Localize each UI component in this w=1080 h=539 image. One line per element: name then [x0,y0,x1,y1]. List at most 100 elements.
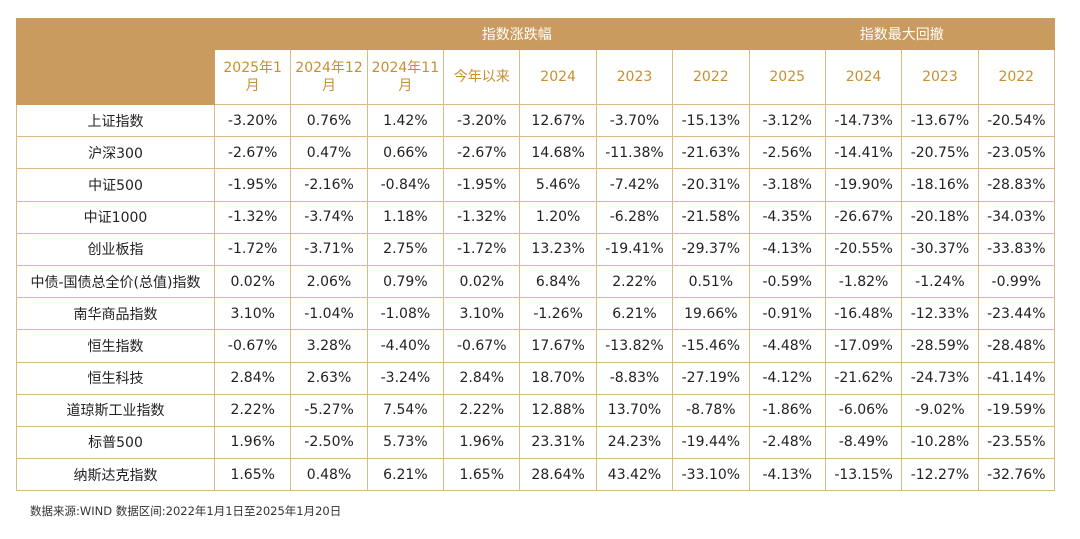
table-cell: -4.40% [366,329,445,363]
column-header: 2024年12月 [290,49,368,105]
table-cell: 3.10% [213,297,292,331]
table-cell: -3.71% [290,232,368,266]
table-cell: 19.66% [672,297,750,331]
table-cell: -1.82% [824,264,903,299]
table-cell: -8.49% [824,425,903,460]
table-cell: 5.73% [366,425,445,460]
table-cell: -1.86% [748,393,826,427]
table-body: 上证指数 -3.20% 0.76% 1.42% -3.20% 12.67% -3… [16,103,1055,492]
column-header: 2024 [824,49,903,105]
table-row: 纳斯达克指数 1.65% 0.48% 6.21% 1.65% 28.64% 43… [16,458,1055,492]
table-cell: -23.05% [977,136,1055,170]
table-cell: -3.18% [748,168,826,202]
table-cell: 12.88% [519,393,597,427]
column-header: 2022 [672,49,750,105]
table-cell: -23.44% [977,297,1055,331]
table-cell: 7.54% [366,393,445,427]
table-cell: 14.68% [519,136,597,170]
table-cell: -29.37% [672,232,750,266]
table-cell: -24.73% [901,361,979,395]
table-cell: 2.06% [290,264,368,299]
row-label: 纳斯达克指数 [16,458,215,492]
table-cell: -6.28% [595,200,674,234]
table-cell: -11.38% [595,136,674,170]
table-cell: -2.48% [748,425,826,460]
table-cell: -32.76% [977,458,1055,492]
table-cell: -4.13% [748,232,826,266]
table-cell: 1.96% [443,425,521,460]
table-cell: 43.42% [595,458,674,492]
row-label: 恒生科技 [16,361,215,395]
row-label: 道琼斯工业指数 [16,393,215,427]
table-cell: -4.48% [748,329,826,363]
table-cell: -20.75% [901,136,979,170]
table-cell: -1.32% [443,200,521,234]
table-cell: -16.48% [824,297,903,331]
table-cell: -9.02% [901,393,979,427]
column-header: 2023 [595,49,674,105]
table-row: 南华商品指数 3.10% -1.04% -1.08% 3.10% -1.26% … [16,297,1055,331]
column-header: 2024 [519,49,597,105]
table-cell: -28.83% [977,168,1055,202]
table-row: 上证指数 -3.20% 0.76% 1.42% -3.20% 12.67% -3… [16,103,1055,138]
data-source-note: 数据来源:WIND 数据区间:2022年1月1日至2025年1月20日 [30,504,342,518]
table-cell: 13.23% [519,232,597,266]
table-cell: -4.12% [748,361,826,395]
row-label: 中证1000 [16,200,215,234]
column-header: 2024年11月 [366,49,445,105]
table-cell: -0.59% [748,264,826,299]
table-cell: -0.84% [366,168,445,202]
table-cell: 3.10% [443,297,521,331]
table-cell: 1.65% [213,458,292,492]
table-cell: -3.20% [443,103,521,138]
table-cell: 17.67% [519,329,597,363]
table-cell: 2.84% [213,361,292,395]
table-cell: -30.37% [901,232,979,266]
table-cell: -2.67% [213,136,292,170]
table-cell: -0.67% [443,329,521,363]
table-cell: -41.14% [977,361,1055,395]
table-cell: -23.55% [977,425,1055,460]
table-cell: 1.42% [366,103,445,138]
table-cell: -19.41% [595,232,674,266]
table-cell: -19.59% [977,393,1055,427]
table-cell: 0.47% [290,136,368,170]
table-cell: 2.22% [595,264,674,299]
table-cell: -5.27% [290,393,368,427]
sub-header-row: 2025年1月 2024年12月 2024年11月 今年以来 2024 2023… [17,49,1055,105]
table-cell: 6.21% [595,297,674,331]
table-cell: -1.24% [901,264,979,299]
table-row: 恒生指数 -0.67% 3.28% -4.40% -0.67% 17.67% -… [16,329,1055,363]
table-cell: 18.70% [519,361,597,395]
table-cell: 13.70% [595,393,674,427]
group-header-drawdown-label: 指数最大回撤 [859,27,944,43]
table-cell: -4.13% [748,458,826,492]
table-cell: -1.95% [443,168,521,202]
table-cell: 2.22% [443,393,521,427]
table-cell: 23.31% [519,425,597,460]
table-cell: -8.83% [595,361,674,395]
table-cell: -21.62% [824,361,903,395]
table-cell: -21.58% [672,200,750,234]
table-cell: 0.79% [366,264,445,299]
table-cell: -14.73% [824,103,903,138]
row-label: 上证指数 [16,103,215,138]
table-cell: 1.96% [213,425,292,460]
table-cell: 2.22% [213,393,292,427]
table-cell: -20.18% [901,200,979,234]
table-row: 恒生科技 2.84% 2.63% -3.24% 2.84% 18.70% -8.… [16,361,1055,395]
table-cell: -1.72% [213,232,292,266]
table-cell: 0.02% [443,264,521,299]
index-performance-table: 指数涨跌幅 指数最大回撤 2025年1月 2024年12月 2024年11月 今… [16,18,1055,492]
table-cell: -28.59% [901,329,979,363]
table-cell: -3.20% [213,103,292,138]
table-cell: -20.54% [977,103,1055,138]
table-cell: 24.23% [595,425,674,460]
table-cell: -33.83% [977,232,1055,266]
column-header: 今年以来 [443,49,521,105]
group-header-drawdown: 指数最大回撤 [748,18,1055,50]
table-cell: 2.63% [290,361,368,395]
header-corner [16,18,215,105]
group-header-change: 指数涨跌幅 [214,18,750,50]
table-cell: -14.41% [824,136,903,170]
